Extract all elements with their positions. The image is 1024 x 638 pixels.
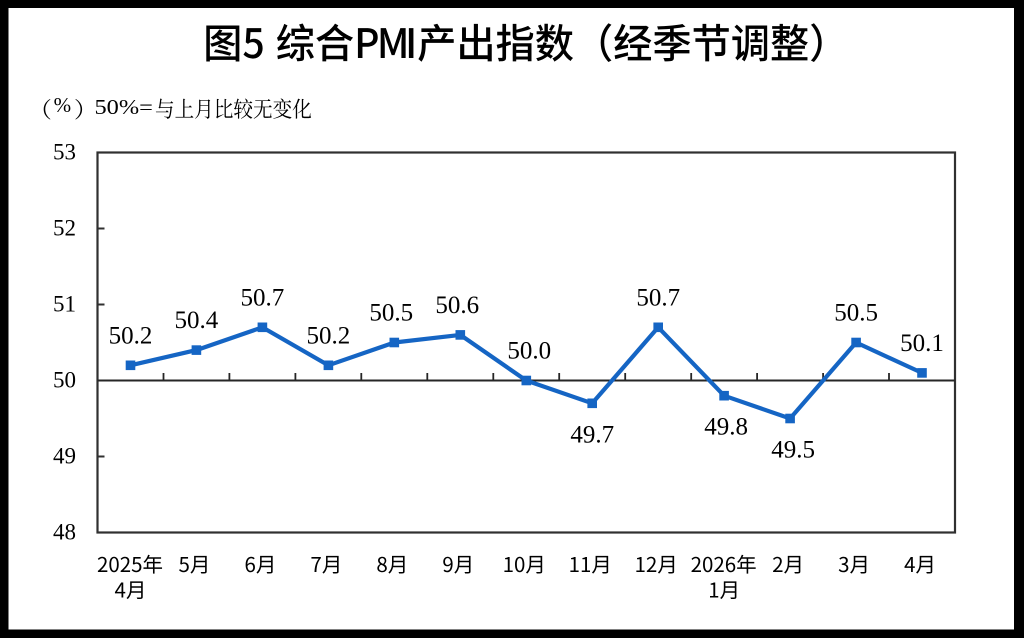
svg-text:50.0: 50.0 [507, 338, 551, 365]
svg-text:50%=: 50%= [95, 95, 153, 118]
svg-text:52: 52 [53, 216, 76, 241]
svg-text:49.7: 49.7 [570, 421, 614, 448]
svg-text:51: 51 [53, 292, 76, 317]
svg-text:50.1: 50.1 [900, 330, 944, 357]
svg-text:50.4: 50.4 [175, 307, 219, 334]
svg-text:50.2: 50.2 [307, 322, 351, 349]
svg-text:%: % [54, 93, 72, 117]
svg-text:49: 49 [53, 444, 76, 469]
svg-text:50.7: 50.7 [636, 284, 680, 311]
svg-text:50.7: 50.7 [241, 284, 285, 311]
svg-text:50: 50 [53, 368, 76, 393]
svg-text:50.5: 50.5 [834, 300, 878, 327]
svg-text:50.6: 50.6 [435, 292, 479, 319]
svg-text:48: 48 [53, 520, 76, 545]
svg-text:53: 53 [53, 140, 76, 165]
svg-text:49.5: 49.5 [771, 437, 815, 464]
svg-text:50.2: 50.2 [109, 322, 153, 349]
svg-text:50.5: 50.5 [369, 300, 413, 327]
svg-text:49.8: 49.8 [704, 414, 748, 441]
